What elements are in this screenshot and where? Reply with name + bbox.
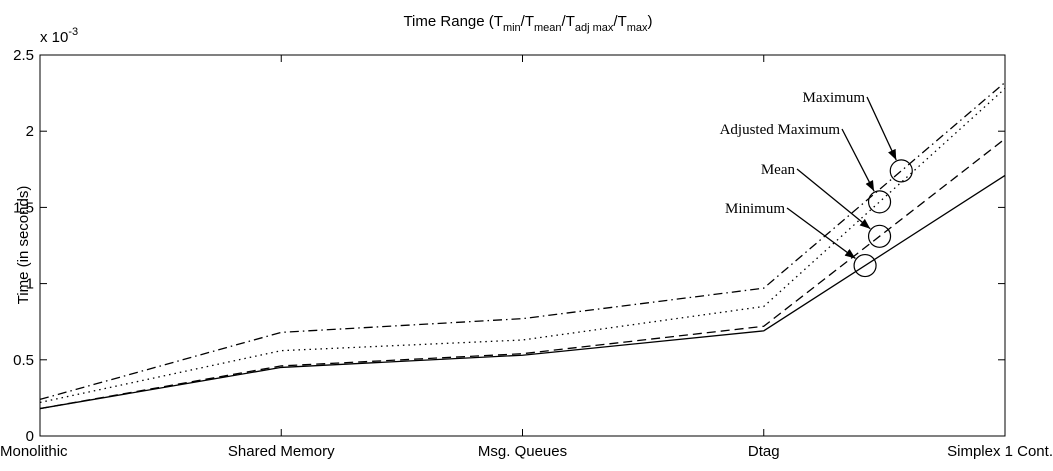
callout-label: Adjusted Maximum [720,122,841,138]
series-line [39,174,1006,410]
y-tick-label: 1 [26,276,34,293]
title-subscript: min [503,22,521,34]
callout-label: Mean [761,162,796,178]
series-line [39,81,1006,401]
y-multiplier-base: x 10 [40,29,68,46]
y-axis-label: Time (in seconds) [15,186,32,305]
callout-label: Maximum [803,90,866,106]
callout-arrow [866,96,897,161]
x-tick-label: Monolithic [0,443,68,460]
y-tick-label: 1.5 [13,199,34,216]
x-tick-label: Msg. Queues [478,443,567,460]
title-text: /T [613,13,626,30]
callout-label: Minimum [725,201,785,217]
title-text: ) [648,13,653,30]
x-tick-label: Dtag [748,443,780,460]
y-multiplier: x 10-3 [40,26,78,46]
callout-circle [867,190,892,214]
x-tick-label: Simplex 1 Cont. [947,443,1053,460]
y-tick-label: 0 [26,428,34,445]
y-tick-label: 2.5 [13,47,34,64]
title-subscript: mean [534,22,562,34]
callout-circle [867,224,892,248]
title-subscript: adj max [575,22,614,34]
title-text: /T [562,13,575,30]
y-tick-label: 2 [26,123,34,140]
callout-arrow [841,128,875,192]
series-line [39,138,1006,410]
plot-frame [39,54,1006,437]
y-tick-label: 0.5 [13,352,34,369]
title-text: /T [521,13,534,30]
callout-arrow [786,207,856,259]
title-text: Time Range (T [403,13,502,30]
chart-title: Time Range (Tmin/Tmean/Tadj max/Tmax) [403,13,652,34]
callout-circle [853,253,877,278]
callout-circle [889,159,913,183]
callout-arrow [796,168,871,230]
y-multiplier-exponent: -3 [68,26,78,38]
title-subscript: max [627,22,648,34]
x-tick-label: Shared Memory [228,443,335,460]
